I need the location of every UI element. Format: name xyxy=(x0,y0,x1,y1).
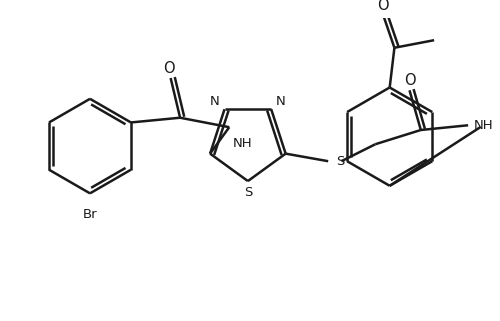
Text: S: S xyxy=(336,155,344,168)
Text: O: O xyxy=(163,61,174,76)
Text: Br: Br xyxy=(82,209,98,221)
Text: N: N xyxy=(210,95,220,108)
Text: S: S xyxy=(244,186,252,199)
Text: NH: NH xyxy=(233,137,252,150)
Text: NH: NH xyxy=(474,119,494,132)
Text: O: O xyxy=(378,0,389,13)
Text: N: N xyxy=(276,95,285,108)
Text: O: O xyxy=(404,73,415,88)
